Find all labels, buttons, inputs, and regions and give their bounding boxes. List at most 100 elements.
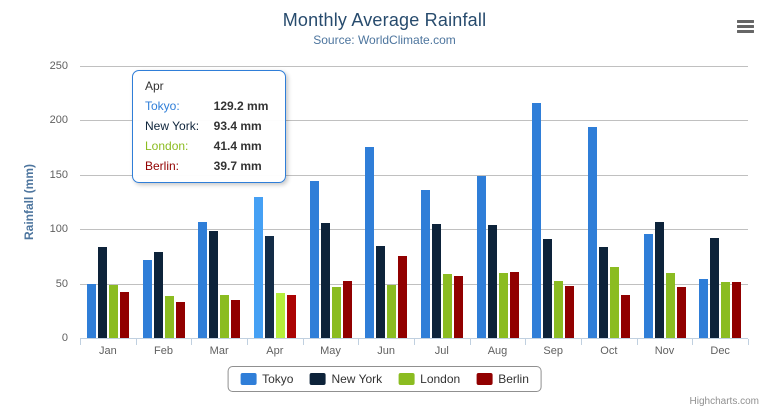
grid-line — [80, 229, 748, 231]
x-axis-tick — [358, 339, 360, 345]
legend-label: New York — [331, 372, 383, 386]
x-axis-tick — [581, 339, 582, 345]
bar-new-york-feb[interactable] — [153, 252, 163, 338]
bar-london-sep[interactable] — [554, 280, 564, 338]
x-axis-label: May — [320, 345, 341, 357]
bar-new-york-nov[interactable] — [654, 222, 664, 338]
bar-new-york-may[interactable] — [320, 222, 330, 338]
bar-london-may[interactable] — [331, 286, 341, 338]
bar-london-jul[interactable] — [442, 273, 452, 338]
bar-tokyo-aug[interactable] — [476, 176, 486, 338]
bar-berlin-jul[interactable] — [453, 275, 463, 338]
export-menu-button[interactable] — [732, 14, 758, 38]
x-axis-tick — [135, 339, 137, 345]
bar-tokyo-oct[interactable] — [587, 126, 597, 338]
x-axis-tick — [191, 339, 193, 345]
tooltip-series-name: London: — [145, 139, 189, 153]
y-axis-label: 250 — [49, 60, 68, 72]
bar-berlin-may[interactable] — [342, 280, 352, 338]
x-axis-label: Nov — [654, 345, 675, 357]
legend-swatch-tokyo — [240, 373, 257, 385]
bar-london-feb[interactable] — [164, 295, 174, 338]
legend-label: Berlin — [498, 372, 529, 386]
tooltip-series-value: 129.2 mm — [213, 99, 269, 113]
bar-new-york-apr[interactable] — [264, 236, 274, 338]
legend-item-tokyo[interactable]: Tokyo — [240, 372, 293, 386]
y-axis-label: 0 — [61, 332, 68, 344]
bar-new-york-sep[interactable] — [543, 238, 553, 338]
bar-tokyo-feb[interactable] — [142, 260, 152, 338]
bar-berlin-dec[interactable] — [732, 282, 742, 338]
x-axis-label: Sep — [543, 345, 563, 357]
bar-london-dec[interactable] — [721, 282, 731, 338]
bar-berlin-jun[interactable] — [398, 255, 408, 338]
y-axis-label: 100 — [49, 223, 68, 236]
bar-london-oct[interactable] — [609, 267, 619, 338]
x-axis-label: Feb — [154, 345, 173, 357]
hamburger-icon — [734, 19, 756, 33]
x-axis-tick — [302, 339, 304, 345]
bar-tokyo-jan[interactable] — [86, 283, 96, 338]
bar-tokyo-jun[interactable] — [365, 146, 375, 338]
tooltip-series-name: New York: — [145, 119, 200, 133]
tooltip-header: Apr — [145, 79, 164, 93]
bar-new-york-mar[interactable] — [209, 230, 219, 338]
legend-item-new-york[interactable]: New York — [309, 372, 382, 386]
x-axis-tick — [748, 339, 749, 345]
bar-london-jan[interactable] — [108, 284, 118, 338]
legend-swatch-london — [398, 373, 415, 385]
bar-tokyo-mar[interactable] — [198, 222, 208, 338]
bar-london-nov[interactable] — [665, 273, 675, 338]
legend-item-berlin[interactable]: Berlin — [476, 372, 529, 386]
chart-subtitle: Source: WorldClimate.com — [313, 33, 456, 47]
y-axis-label: 200 — [49, 114, 68, 127]
grid-line — [80, 283, 748, 285]
x-axis-label: Jun — [377, 345, 396, 357]
y-axis-label: 50 — [55, 277, 68, 290]
x-axis-tick — [247, 339, 248, 345]
chart-title: Monthly Average Rainfall — [282, 10, 487, 30]
bar-berlin-aug[interactable] — [509, 272, 519, 338]
bar-new-york-oct[interactable] — [598, 247, 608, 338]
bar-london-mar[interactable] — [220, 295, 230, 338]
bar-london-jun[interactable] — [387, 285, 397, 338]
bar-london-apr[interactable] — [275, 292, 285, 338]
bar-new-york-jul[interactable] — [431, 223, 441, 338]
x-axis-label: Jul — [434, 345, 449, 357]
bar-berlin-mar[interactable] — [231, 300, 241, 338]
bar-berlin-sep[interactable] — [565, 286, 575, 338]
x-axis-line — [80, 338, 748, 339]
bar-tokyo-apr[interactable] — [253, 197, 263, 338]
x-axis-tick — [692, 339, 694, 345]
y-axis-label: 150 — [49, 168, 68, 181]
grid-line — [80, 174, 748, 176]
bar-new-york-dec[interactable] — [710, 237, 720, 338]
bar-london-aug[interactable] — [498, 273, 508, 338]
legend: Tokyo New York London Berlin — [227, 366, 542, 392]
credits-link[interactable]: Highcharts.com — [689, 396, 759, 407]
bar-berlin-jan[interactable] — [119, 291, 129, 338]
bar-berlin-oct[interactable] — [620, 295, 630, 338]
grid-line — [80, 120, 748, 122]
bar-tokyo-may[interactable] — [309, 181, 319, 338]
tooltip-series-value: 39.7 mm — [213, 159, 262, 173]
bar-tokyo-dec[interactable] — [699, 278, 709, 338]
bar-tokyo-nov[interactable] — [643, 233, 653, 338]
bar-berlin-nov[interactable] — [676, 287, 686, 338]
bar-new-york-aug[interactable] — [487, 224, 497, 338]
x-axis-tick — [469, 339, 471, 345]
x-axis-label: Aug — [487, 345, 508, 357]
bar-berlin-apr[interactable] — [286, 294, 296, 338]
tooltip: Apr Tokyo: 129.2 mm New York: 93.4 mm London… — [132, 70, 286, 183]
x-axis-tick — [80, 339, 81, 345]
legend-swatch-berlin — [476, 373, 493, 385]
bar-tokyo-jul[interactable] — [420, 190, 430, 338]
legend-label: London — [420, 372, 461, 386]
bar-tokyo-sep[interactable] — [532, 102, 542, 338]
x-axis-label: Apr — [266, 345, 284, 357]
legend-item-london[interactable]: London — [398, 372, 460, 386]
bar-berlin-feb[interactable] — [175, 301, 185, 338]
bar-new-york-jan[interactable] — [97, 247, 107, 338]
bar-new-york-jun[interactable] — [376, 246, 386, 338]
